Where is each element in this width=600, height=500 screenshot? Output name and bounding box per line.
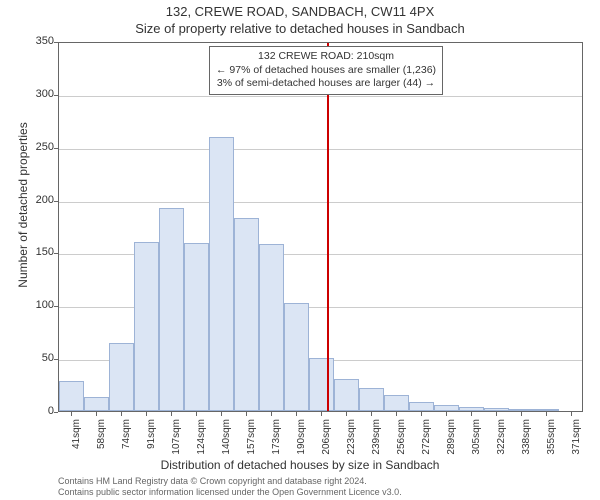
y-tick-label: 300 bbox=[14, 88, 54, 100]
x-tick-mark bbox=[71, 412, 72, 416]
histogram-bar bbox=[209, 137, 234, 411]
histogram-bar bbox=[484, 408, 509, 411]
x-tick-mark bbox=[521, 412, 522, 416]
callout-line-2: ← 97% of detached houses are smaller (1,… bbox=[216, 64, 436, 78]
x-ticks: 41sqm58sqm74sqm91sqm107sqm124sqm140sqm15… bbox=[58, 412, 583, 462]
x-tick-mark bbox=[246, 412, 247, 416]
x-tick-mark bbox=[321, 412, 322, 416]
marker-line bbox=[327, 43, 329, 411]
callout-line-1: 132 CREWE ROAD: 210sqm bbox=[216, 50, 436, 64]
y-tick-label: 100 bbox=[14, 299, 54, 311]
histogram-bar bbox=[259, 244, 284, 411]
gridline bbox=[59, 202, 582, 203]
y-tick-label: 250 bbox=[14, 141, 54, 153]
histogram-bar bbox=[509, 409, 534, 411]
histogram-bar bbox=[384, 395, 409, 411]
histogram-bar bbox=[109, 343, 134, 411]
x-tick-mark bbox=[446, 412, 447, 416]
footer-line-1: Contains HM Land Registry data © Crown c… bbox=[58, 476, 402, 487]
histogram-bar bbox=[334, 379, 359, 411]
chart-subtitle: Size of property relative to detached ho… bbox=[0, 21, 600, 36]
x-tick-mark bbox=[146, 412, 147, 416]
x-tick-mark bbox=[296, 412, 297, 416]
y-tick-mark bbox=[54, 95, 58, 96]
y-tick-label: 150 bbox=[14, 246, 54, 258]
x-tick-mark bbox=[196, 412, 197, 416]
x-tick-mark bbox=[371, 412, 372, 416]
histogram-bar bbox=[184, 243, 209, 411]
gridline bbox=[59, 149, 582, 150]
y-tick-mark bbox=[54, 201, 58, 202]
callout-box: 132 CREWE ROAD: 210sqm← 97% of detached … bbox=[209, 46, 443, 95]
y-tick-mark bbox=[54, 42, 58, 43]
chart-title-address: 132, CREWE ROAD, SANDBACH, CW11 4PX bbox=[0, 4, 600, 19]
gridline bbox=[59, 96, 582, 97]
histogram-bar bbox=[359, 388, 384, 411]
y-tick-label: 0 bbox=[14, 405, 54, 417]
y-tick-label: 200 bbox=[14, 194, 54, 206]
x-tick-mark bbox=[471, 412, 472, 416]
histogram-bar bbox=[134, 242, 159, 411]
histogram-bar bbox=[59, 381, 84, 411]
y-tick-mark bbox=[54, 253, 58, 254]
x-tick-mark bbox=[396, 412, 397, 416]
x-tick-mark bbox=[346, 412, 347, 416]
x-axis-label: Distribution of detached houses by size … bbox=[0, 458, 600, 472]
y-tick-label: 50 bbox=[14, 352, 54, 364]
x-tick-mark bbox=[121, 412, 122, 416]
histogram-bar bbox=[234, 218, 259, 411]
histogram-bar bbox=[84, 397, 109, 411]
chart-container: 132, CREWE ROAD, SANDBACH, CW11 4PX Size… bbox=[0, 0, 600, 500]
x-tick-mark bbox=[421, 412, 422, 416]
x-tick-mark bbox=[571, 412, 572, 416]
histogram-bar bbox=[159, 208, 184, 411]
x-tick-mark bbox=[221, 412, 222, 416]
y-tick-mark bbox=[54, 306, 58, 307]
x-tick-mark bbox=[96, 412, 97, 416]
x-tick-mark bbox=[171, 412, 172, 416]
plot-area: 132 CREWE ROAD: 210sqm← 97% of detached … bbox=[58, 42, 583, 412]
histogram-bar bbox=[409, 402, 434, 412]
footer-line-2: Contains public sector information licen… bbox=[58, 487, 402, 498]
histogram-bar bbox=[459, 407, 484, 411]
histogram-bar bbox=[534, 409, 559, 411]
x-tick-mark bbox=[271, 412, 272, 416]
y-tick-mark bbox=[54, 359, 58, 360]
x-tick-mark bbox=[496, 412, 497, 416]
histogram-bar bbox=[434, 405, 459, 411]
y-tick-mark bbox=[54, 148, 58, 149]
y-tick-label: 350 bbox=[14, 35, 54, 47]
footer-attribution: Contains HM Land Registry data © Crown c… bbox=[58, 476, 402, 498]
histogram-bar bbox=[284, 303, 309, 411]
x-tick-mark bbox=[546, 412, 547, 416]
callout-line-3: 3% of semi-detached houses are larger (4… bbox=[216, 77, 436, 91]
histogram-bar bbox=[309, 358, 334, 411]
